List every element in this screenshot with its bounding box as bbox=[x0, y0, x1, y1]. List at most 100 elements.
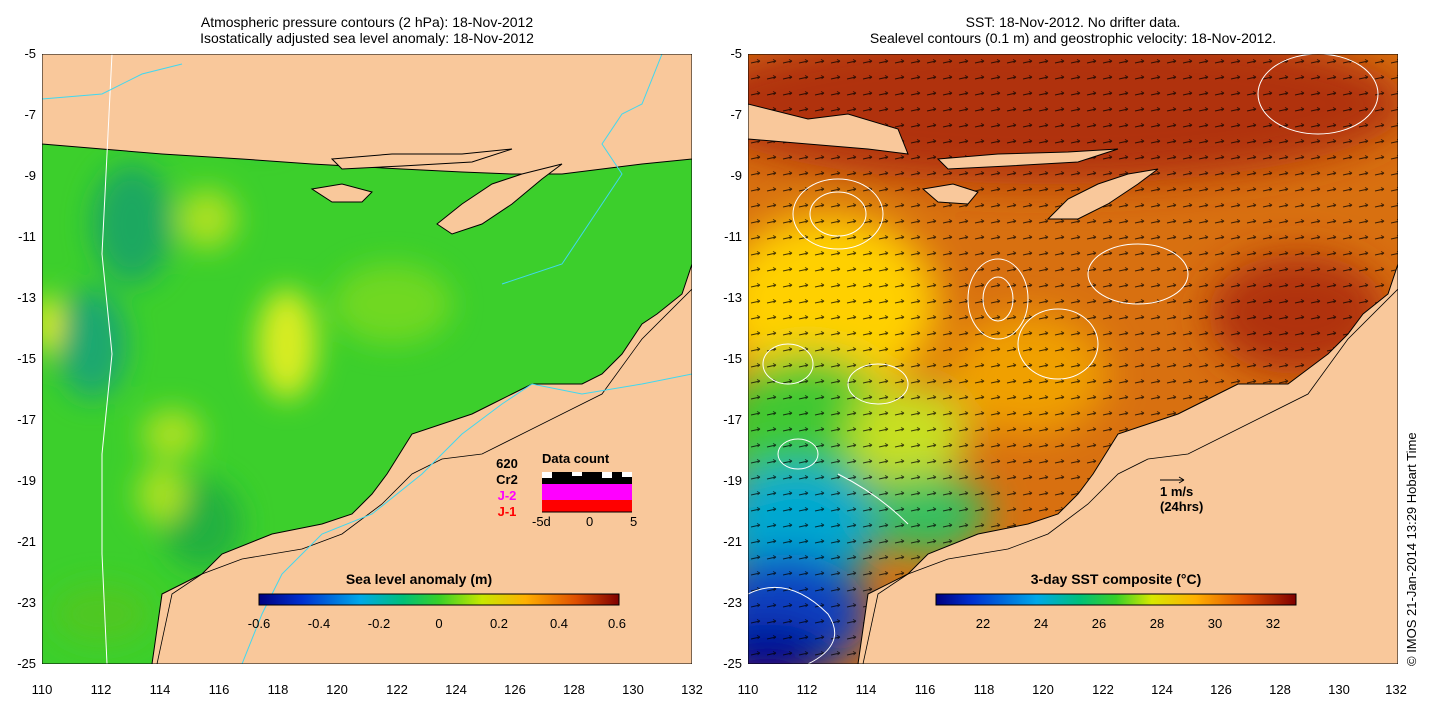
left-title-line2: Isostatically adjusted sea level anomaly… bbox=[200, 30, 534, 46]
sla-tick-2: -0.4 bbox=[308, 616, 330, 631]
left-title-line1: Atmospheric pressure contours (2 hPa): 1… bbox=[200, 14, 534, 30]
sst-tick-24: 24 bbox=[1034, 616, 1048, 631]
left-xtick: 132 bbox=[681, 682, 703, 697]
sla-land bbox=[42, 54, 692, 664]
data-count-label-cr2: Cr2 bbox=[496, 472, 518, 487]
right-xtick: 126 bbox=[1210, 682, 1232, 697]
data-count-label-620: 620 bbox=[496, 456, 518, 471]
velocity-scale-arrow-icon bbox=[1160, 476, 1185, 484]
sla-tick-3: -0.2 bbox=[368, 616, 390, 631]
left-ytick: -21 bbox=[17, 534, 36, 549]
sla-tick-1: -0.6 bbox=[248, 616, 270, 631]
data-count-title: Data count bbox=[542, 451, 610, 466]
right-xtick: 112 bbox=[796, 682, 818, 697]
right-xtick: 122 bbox=[1092, 682, 1114, 697]
left-ytick: -7 bbox=[24, 107, 36, 122]
left-xtick: 122 bbox=[386, 682, 408, 697]
right-title-line1: SST: 18-Nov-2012. No drifter data. bbox=[965, 14, 1181, 30]
left-xtick: 126 bbox=[504, 682, 526, 697]
right-ytick: -7 bbox=[730, 107, 742, 122]
left-ytick: -9 bbox=[24, 168, 36, 183]
sla-tick-7: 0.6 bbox=[608, 616, 626, 631]
right-ytick: -25 bbox=[723, 656, 742, 671]
sst-sumba-island bbox=[921, 183, 979, 205]
sla-colorbar-label: Sea level anomaly (m) bbox=[346, 571, 492, 587]
right-ytick: -19 bbox=[723, 473, 742, 488]
sla-colorbar: Sea level anomaly (m) -0.6 -0.4 -0.2 0 0… bbox=[248, 571, 626, 631]
sst-land bbox=[748, 103, 1398, 664]
sst-tick-32: 32 bbox=[1266, 616, 1280, 631]
data-count-inset: Data count -5d 0 5 bbox=[532, 451, 637, 529]
left-xtick: 110 bbox=[31, 682, 53, 697]
sla-tick-4: 0 bbox=[435, 616, 442, 631]
sst-map: 1 m/s (24hrs) 3-day SST composite (°C) 2… bbox=[748, 54, 1398, 664]
sla-depth-contour-3 bbox=[42, 63, 183, 100]
left-xtick: 130 bbox=[622, 682, 644, 697]
data-count-xtick-2: 0 bbox=[586, 514, 593, 529]
left-ytick: -19 bbox=[17, 473, 36, 488]
right-xtick: 116 bbox=[914, 682, 936, 697]
right-ytick: -15 bbox=[723, 351, 742, 366]
left-ytick: -15 bbox=[17, 351, 36, 366]
sla-colorbar-ticks: -0.6 -0.4 -0.2 0 0.2 0.4 0.6 bbox=[248, 616, 626, 631]
sst-java-coast bbox=[748, 103, 909, 155]
sst-tick-30: 30 bbox=[1208, 616, 1222, 631]
sla-depth-contour bbox=[241, 373, 692, 664]
left-ytick: -25 bbox=[17, 656, 36, 671]
sla-tick-6: 0.4 bbox=[550, 616, 568, 631]
left-xtick: 124 bbox=[445, 682, 467, 697]
right-ytick: -13 bbox=[723, 290, 742, 305]
right-xtick: 130 bbox=[1328, 682, 1350, 697]
sea-level-contours bbox=[748, 54, 1379, 664]
data-count-label-j2: J-2 bbox=[497, 488, 517, 503]
left-xtick: 120 bbox=[326, 682, 348, 697]
sla-shelf-contour bbox=[156, 288, 692, 664]
velocity-scale-sublabel: (24hrs) bbox=[1160, 499, 1203, 514]
left-ytick: -11 bbox=[18, 229, 36, 244]
left-xtick: 116 bbox=[208, 682, 230, 697]
sst-colorbar: 3-day SST composite (°C) 22 24 26 28 30 … bbox=[935, 571, 1297, 631]
sla-depth-contour-2 bbox=[501, 54, 663, 285]
imos-credit: © IMOS 21-Jan-2014 13:29 Hobart Time bbox=[1404, 432, 1419, 666]
sst-timor-island bbox=[1046, 168, 1159, 220]
right-ytick: -5 bbox=[730, 46, 742, 61]
left-ytick: -5 bbox=[24, 46, 36, 61]
sst-tick-22: 22 bbox=[976, 616, 990, 631]
left-ytick: -23 bbox=[17, 595, 36, 610]
sst-colorbar-label: 3-day SST composite (°C) bbox=[1031, 571, 1202, 587]
data-count-xtick-3: 5 bbox=[630, 514, 637, 529]
sst-colorbar-ticks: 22 24 26 28 30 32 bbox=[976, 616, 1280, 631]
data-count-labels: 620 Cr2 J-2 J-1 bbox=[494, 456, 520, 520]
right-xtick: 118 bbox=[973, 682, 995, 697]
left-xtick: 112 bbox=[90, 682, 112, 697]
right-ytick: -23 bbox=[723, 595, 742, 610]
left-ytick: -17 bbox=[17, 412, 36, 427]
sla-tick-5: 0.2 bbox=[490, 616, 508, 631]
sst-tick-26: 26 bbox=[1092, 616, 1106, 631]
right-title: SST: 18-Nov-2012. No drifter data. Seale… bbox=[748, 14, 1398, 46]
sst-tick-28: 28 bbox=[1150, 616, 1164, 631]
sumba-island bbox=[310, 183, 373, 203]
right-xtick: 114 bbox=[855, 682, 877, 697]
right-ytick: -21 bbox=[723, 534, 742, 549]
right-ytick: -11 bbox=[724, 229, 742, 244]
right-xtick: 120 bbox=[1032, 682, 1054, 697]
left-xtick: 118 bbox=[267, 682, 289, 697]
right-xtick: 124 bbox=[1151, 682, 1173, 697]
right-title-line2: Sealevel contours (0.1 m) and geostrophi… bbox=[869, 30, 1277, 46]
velocity-scale: 1 m/s (24hrs) bbox=[1160, 476, 1203, 514]
left-xtick: 128 bbox=[563, 682, 585, 697]
left-xtick: 114 bbox=[149, 682, 171, 697]
sst-flores-island bbox=[936, 148, 1119, 170]
right-xtick: 132 bbox=[1385, 682, 1407, 697]
left-ytick: -13 bbox=[17, 290, 36, 305]
data-count-bars bbox=[542, 472, 632, 512]
data-count-xtick-1: -5d bbox=[532, 514, 551, 529]
sla-map: Data count -5d 0 5 Sea level anomaly (m)… bbox=[42, 54, 692, 664]
java-island bbox=[42, 54, 692, 175]
sla-anomaly-patches bbox=[42, 59, 582, 644]
data-count-label-j1: J-1 bbox=[497, 504, 517, 519]
sst-shelf-contour bbox=[862, 288, 1398, 664]
velocity-scale-label: 1 m/s bbox=[1160, 484, 1193, 499]
right-xtick: 128 bbox=[1269, 682, 1291, 697]
